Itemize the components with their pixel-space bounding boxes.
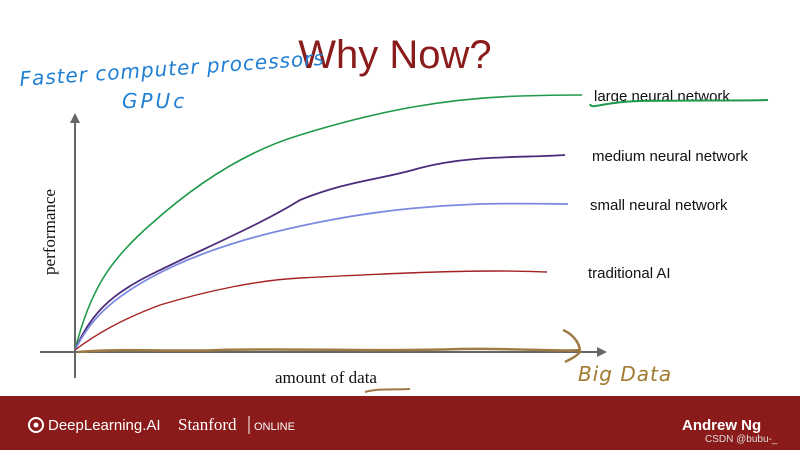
curve-medium [74, 154, 566, 351]
x-axis-label-emph: data [349, 368, 378, 387]
big-data-stroke [77, 328, 582, 364]
logo [33, 422, 39, 428]
curve-label: small neural network [590, 197, 728, 214]
underline [589, 99, 769, 108]
x-axis-label: amount of data [275, 368, 377, 387]
x-axis-label-text: amount of [275, 368, 345, 387]
partner-sub: ONLINE [254, 421, 295, 433]
footer-band [0, 396, 800, 450]
partner: Stanford [178, 415, 237, 434]
logo [28, 417, 44, 433]
annotation: GPUc [122, 89, 187, 113]
curve-label: medium neural network [592, 148, 748, 165]
y-axis-label: performance [40, 189, 59, 275]
instructor: Andrew Ng [682, 417, 761, 434]
underline [364, 388, 411, 393]
curve-label: traditional AI [588, 265, 671, 282]
slide-title: Why Now? [298, 33, 491, 77]
brand: DeepLearning.AI [48, 417, 161, 434]
curve-large [74, 94, 583, 351]
annotation: Big Data [578, 362, 672, 386]
curve-traditional [74, 270, 548, 351]
curve-small [74, 202, 569, 351]
background [0, 0, 800, 396]
watermark: CSDN @bubu-_ [705, 434, 778, 445]
